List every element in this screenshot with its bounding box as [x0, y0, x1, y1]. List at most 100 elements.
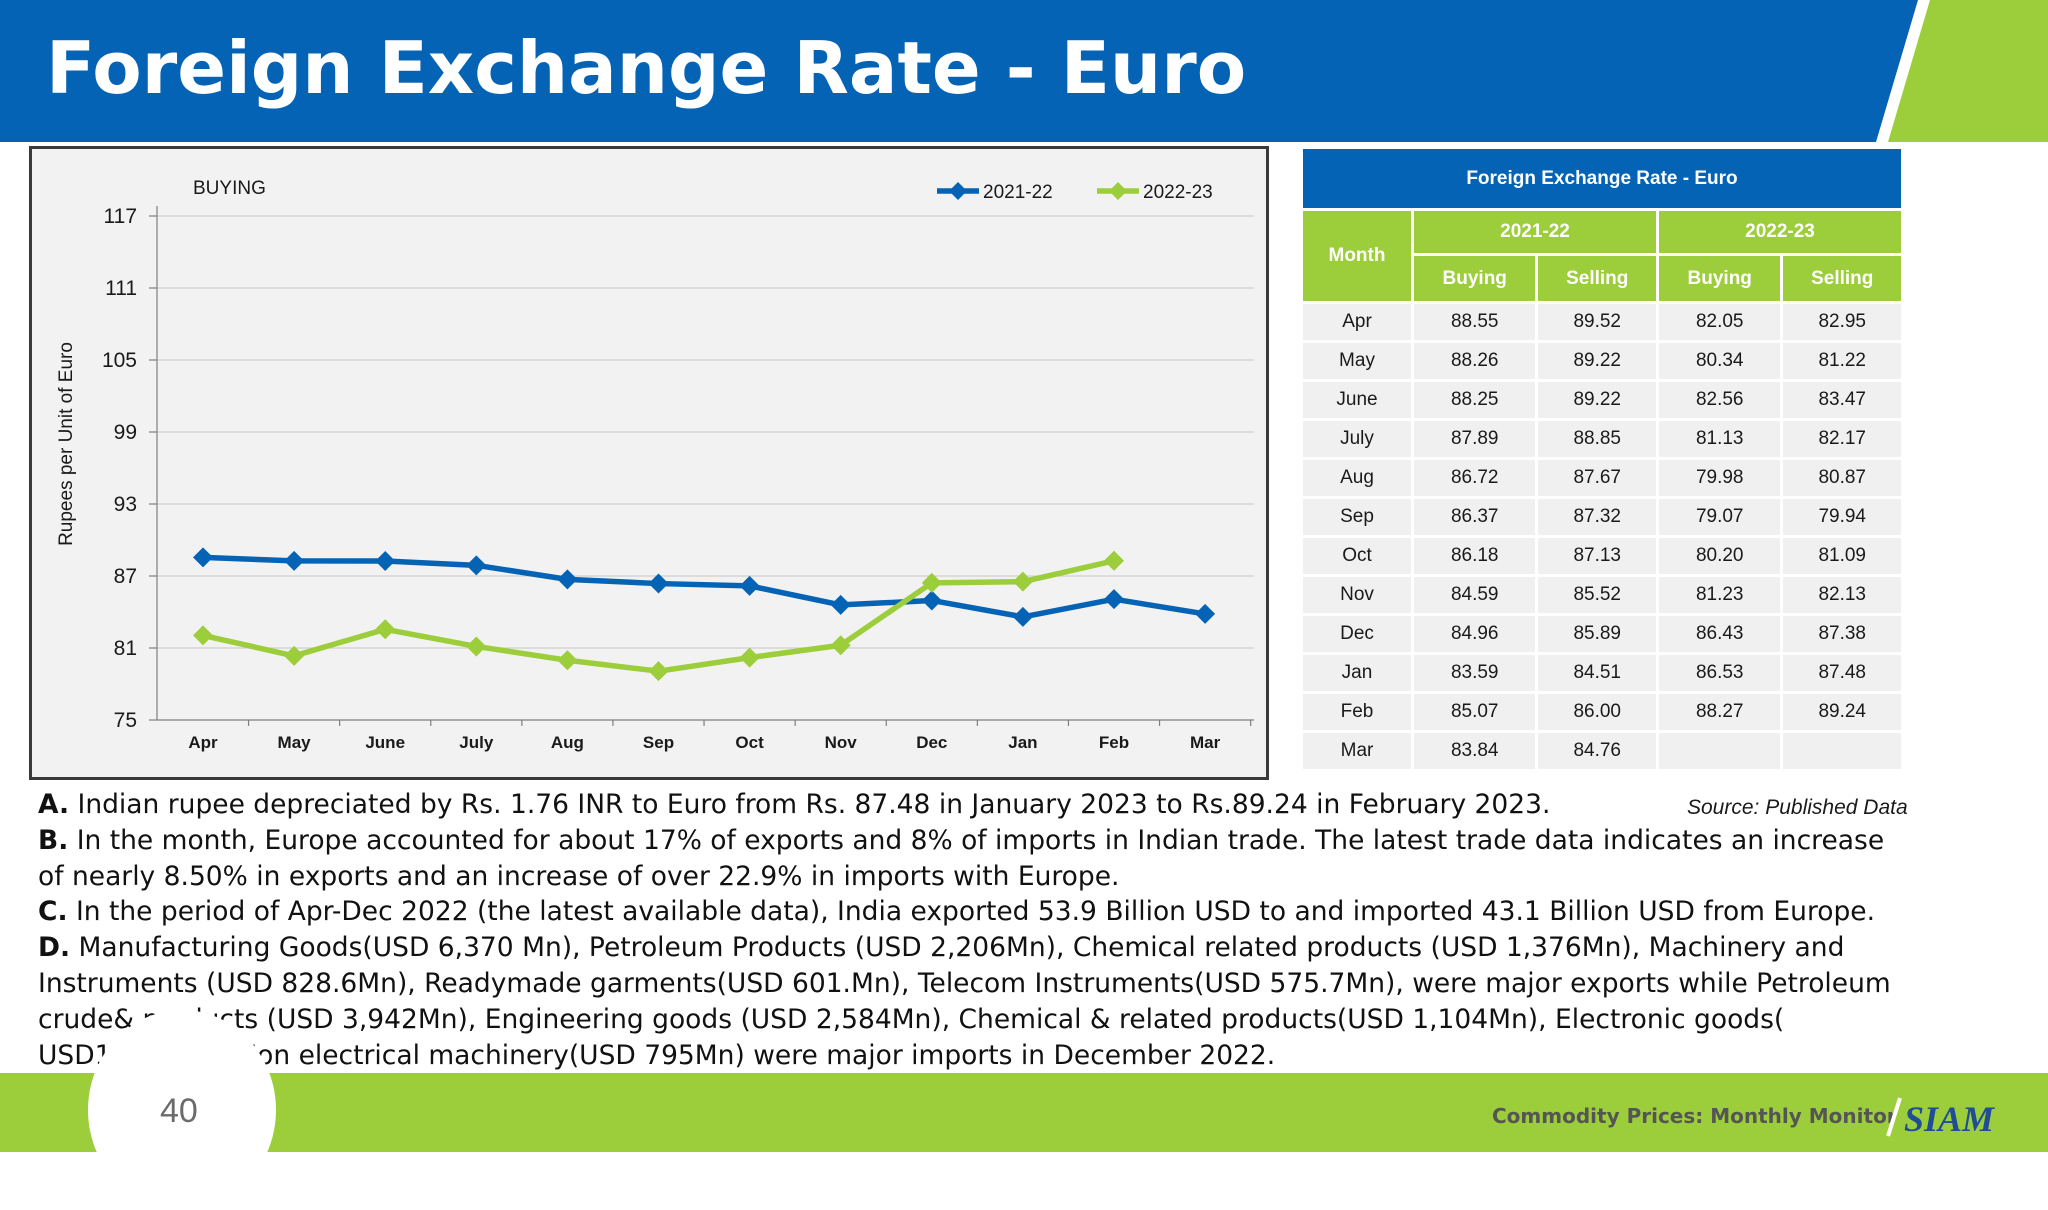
- selling-2021-22-cell: 84.51: [1538, 655, 1656, 691]
- exchange-rate-table: Foreign Exchange Rate - Euro Month 2021-…: [1300, 146, 1904, 772]
- y-axis-label: Rupees per Unit of Euro: [56, 342, 77, 546]
- chart-frame: [29, 146, 1269, 780]
- table-row: Feb 85.07 86.00 88.27 89.24: [1303, 694, 1901, 730]
- note-text: In the period of Apr-Dec 2022 (the lates…: [67, 896, 1876, 928]
- x-tick-label: Dec: [916, 733, 947, 752]
- note-text: Manufacturing Goods(USD 6,370 Mn), Petro…: [38, 932, 1891, 1071]
- siam-logo: SIAM: [1886, 1097, 1996, 1139]
- month-cell: Mar: [1303, 733, 1411, 769]
- selling-2022-23-cell: 82.13: [1783, 577, 1901, 613]
- buying-header: Buying: [1414, 256, 1536, 301]
- selling-2021-22-cell: 85.89: [1538, 616, 1656, 652]
- table-row: Aug 86.72 87.67 79.98 80.87: [1303, 460, 1901, 496]
- series-blue: [193, 547, 1216, 627]
- buying-2022-23-cell: 88.27: [1658, 694, 1781, 730]
- data-point: [739, 647, 760, 668]
- buying-2021-22-cell: 83.59: [1414, 655, 1536, 691]
- y-tick-label: 93: [114, 493, 137, 516]
- table-row: Sep 86.37 87.32 79.07 79.94: [1303, 499, 1901, 535]
- data-point: [557, 650, 578, 671]
- selling-2021-22-cell: 88.85: [1538, 421, 1656, 457]
- chart-series: [193, 547, 1216, 682]
- month-cell: Dec: [1303, 616, 1411, 652]
- buying-2022-23-cell: 86.53: [1658, 655, 1781, 691]
- selling-header: Selling: [1783, 256, 1901, 301]
- legend-marker: [949, 182, 967, 200]
- buying-2021-22-cell: 84.96: [1414, 616, 1536, 652]
- selling-header: Selling: [1538, 256, 1656, 301]
- buying-2022-23-cell: [1658, 733, 1781, 769]
- data-point: [1012, 571, 1033, 592]
- data-point: [466, 555, 487, 576]
- y-tick-label: 111: [105, 277, 137, 300]
- data-point: [1012, 606, 1033, 627]
- buying-2021-22-cell: 83.84: [1414, 733, 1536, 769]
- selling-2021-22-cell: 85.52: [1538, 577, 1656, 613]
- month-cell: Jan: [1303, 655, 1411, 691]
- table-row: June 88.25 89.22 82.56 83.47: [1303, 382, 1901, 418]
- selling-2022-23-cell: 79.94: [1783, 499, 1901, 535]
- header-bar: [0, 0, 2048, 142]
- selling-2021-22-cell: 89.22: [1538, 343, 1656, 379]
- buying-2022-23-cell: 81.23: [1658, 577, 1781, 613]
- chart-grid: [157, 215, 1254, 649]
- table-row: Apr 88.55 89.52 82.05 82.95: [1303, 304, 1901, 340]
- y-tick-label: 81: [114, 637, 137, 660]
- y-tick-label: 75: [114, 709, 137, 732]
- data-point: [375, 619, 396, 640]
- table-row: Nov 84.59 85.52 81.23 82.13: [1303, 577, 1901, 613]
- selling-2021-22-cell: 86.00: [1538, 694, 1656, 730]
- buying-2021-22-cell: 84.59: [1414, 577, 1536, 613]
- notes: A. Indian rupee depreciated by Rs. 1.76 …: [38, 787, 1918, 1073]
- month-cell: May: [1303, 343, 1411, 379]
- selling-2022-23-cell: 82.95: [1783, 304, 1901, 340]
- logo-text: SIAM: [1904, 1099, 1996, 1139]
- selling-2021-22-cell: 87.32: [1538, 499, 1656, 535]
- month-cell: Nov: [1303, 577, 1411, 613]
- exchange-rate-line-chart: BUYING Rupees per Unit of Euro 2021-22 20…: [56, 178, 1254, 752]
- data-point: [193, 625, 213, 646]
- selling-2021-22-cell: 87.13: [1538, 538, 1656, 574]
- month-header: Month: [1303, 211, 1411, 301]
- table-row: Dec 84.96 85.89 86.43 87.38: [1303, 616, 1901, 652]
- selling-2022-23-cell: 80.87: [1783, 460, 1901, 496]
- data-point: [1195, 603, 1216, 624]
- table-row: Oct 86.18 87.13 80.20 81.09: [1303, 538, 1901, 574]
- page-title: Foreign Exchange Rate - Euro: [46, 26, 1247, 110]
- note-letter: A.: [38, 789, 70, 820]
- buying-2022-23-cell: 79.07: [1658, 499, 1781, 535]
- x-tick-label: July: [459, 733, 494, 752]
- selling-2021-22-cell: 87.67: [1538, 460, 1656, 496]
- buying-2022-23-cell: 82.56: [1658, 382, 1781, 418]
- buying-2022-23-cell: 79.98: [1658, 460, 1781, 496]
- data-point: [375, 551, 396, 571]
- data-point: [739, 575, 760, 596]
- x-tick-label: May: [278, 733, 312, 752]
- page-number: 40: [160, 1092, 198, 1130]
- buying-header: Buying: [1658, 256, 1781, 301]
- note-text: In the month, Europe accounted for about…: [38, 824, 1885, 892]
- buying-2021-22-cell: 87.89: [1414, 421, 1536, 457]
- note-text: Indian rupee depreciated by Rs. 1.76 INR…: [69, 789, 1551, 820]
- buying-2022-23-cell: 80.20: [1658, 538, 1781, 574]
- data-point: [1104, 589, 1124, 610]
- data-point: [921, 590, 942, 611]
- source-note: Source: Published Data: [1687, 796, 1908, 819]
- legend-label: 2022-23: [1143, 182, 1213, 203]
- selling-2022-23-cell: 81.22: [1783, 343, 1901, 379]
- x-tick-label: Aug: [551, 733, 584, 752]
- selling-2021-22-cell: 89.52: [1538, 304, 1656, 340]
- buying-2021-22-cell: 85.07: [1414, 694, 1536, 730]
- data-point: [1104, 550, 1124, 571]
- data-point: [284, 645, 305, 666]
- year-header-2021-22: 2021-22: [1414, 211, 1656, 253]
- data-point: [921, 572, 942, 593]
- selling-2022-23-cell: 83.47: [1783, 382, 1901, 418]
- buying-2022-23-cell: 82.05: [1658, 304, 1781, 340]
- data-point: [284, 550, 305, 571]
- note-letter: C.: [38, 896, 68, 928]
- buying-2021-22-cell: 86.18: [1414, 538, 1536, 574]
- month-cell: Apr: [1303, 304, 1411, 340]
- buying-2022-23-cell: 81.13: [1658, 421, 1781, 457]
- y-tick-label: 105: [102, 349, 137, 372]
